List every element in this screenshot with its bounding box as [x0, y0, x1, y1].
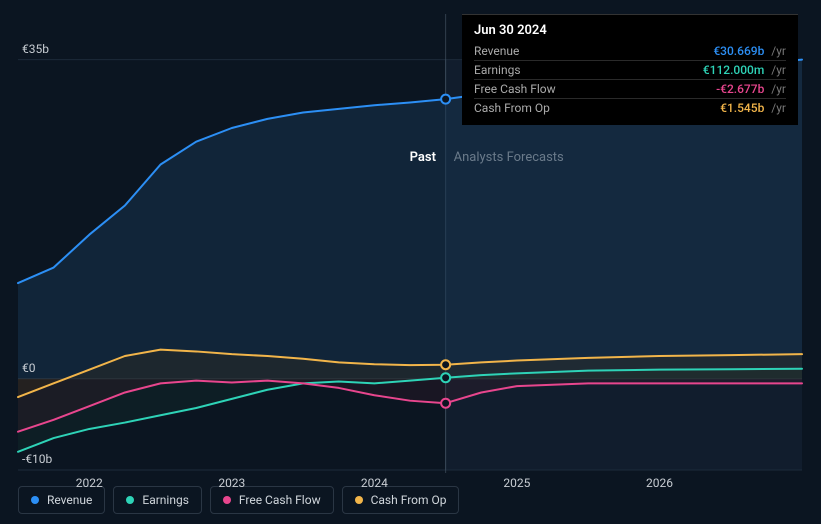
- tooltip-row: Free Cash Flow-€2.677b /yr: [474, 79, 786, 98]
- legend-dot-icon: [31, 496, 39, 504]
- tooltip-metric-suffix: /yr: [768, 63, 786, 77]
- tooltip-row: Revenue€30.669b /yr: [474, 42, 786, 60]
- tooltip-metric-value-wrap: -€2.677b /yr: [696, 82, 786, 96]
- tooltip-metric-value-wrap: €1.545b /yr: [700, 101, 786, 115]
- tooltip-row: Cash From Op€1.545b /yr: [474, 98, 786, 117]
- x-tick-label: 2023: [218, 476, 245, 490]
- tooltip-metric-value: €1.545b: [720, 101, 764, 115]
- y-tick-label: €0: [22, 361, 36, 375]
- tooltip-metric-value: -€2.677b: [716, 82, 764, 96]
- y-tick-label: €35b: [22, 42, 49, 56]
- legend-item-earnings[interactable]: Earnings: [113, 486, 202, 514]
- x-tick-label: 2025: [503, 476, 530, 490]
- tooltip-metric-label: Earnings: [474, 63, 683, 77]
- tooltip-metric-suffix: /yr: [768, 82, 786, 96]
- legend-item-cfo[interactable]: Cash From Op: [342, 486, 460, 514]
- legend-label: Free Cash Flow: [239, 493, 321, 507]
- forecast-label: Analysts Forecasts: [454, 150, 564, 165]
- y-tick-label: -€10b: [22, 452, 52, 466]
- legend-dot-icon: [223, 496, 231, 504]
- tooltip-metric-label: Free Cash Flow: [474, 82, 696, 96]
- legend: Revenue Earnings Free Cash Flow Cash From O…: [18, 486, 459, 514]
- tooltip-metric-value: €112.000m: [703, 63, 765, 77]
- tooltip-metric-suffix: /yr: [768, 44, 786, 58]
- legend-label: Earnings: [142, 493, 189, 507]
- chart-container: Jun 30 2024 Revenue€30.669b /yrEarnings€…: [0, 0, 821, 524]
- tooltip-metric-value-wrap: €30.669b /yr: [693, 44, 786, 58]
- tooltip-metric-suffix: /yr: [768, 101, 786, 115]
- tooltip-date: Jun 30 2024: [474, 23, 786, 38]
- x-tick-label: 2022: [76, 476, 103, 490]
- past-label: Past: [410, 150, 436, 165]
- x-tick-label: 2024: [361, 476, 388, 490]
- legend-item-fcf[interactable]: Free Cash Flow: [210, 486, 334, 514]
- legend-label: Cash From Op: [371, 493, 447, 507]
- legend-item-revenue[interactable]: Revenue: [18, 486, 105, 514]
- legend-dot-icon: [126, 496, 134, 504]
- tooltip-metric-label: Revenue: [474, 44, 693, 58]
- tooltip-rows: Revenue€30.669b /yrEarnings€112.000m /yr…: [474, 42, 786, 117]
- legend-label: Revenue: [47, 493, 92, 507]
- x-tick-label: 2026: [646, 476, 673, 490]
- tooltip: Jun 30 2024 Revenue€30.669b /yrEarnings€…: [462, 14, 798, 125]
- legend-dot-icon: [355, 496, 363, 504]
- tooltip-metric-value: €30.669b: [713, 44, 764, 58]
- tooltip-metric-label: Cash From Op: [474, 101, 700, 115]
- tooltip-row: Earnings€112.000m /yr: [474, 60, 786, 79]
- tooltip-metric-value-wrap: €112.000m /yr: [683, 63, 786, 77]
